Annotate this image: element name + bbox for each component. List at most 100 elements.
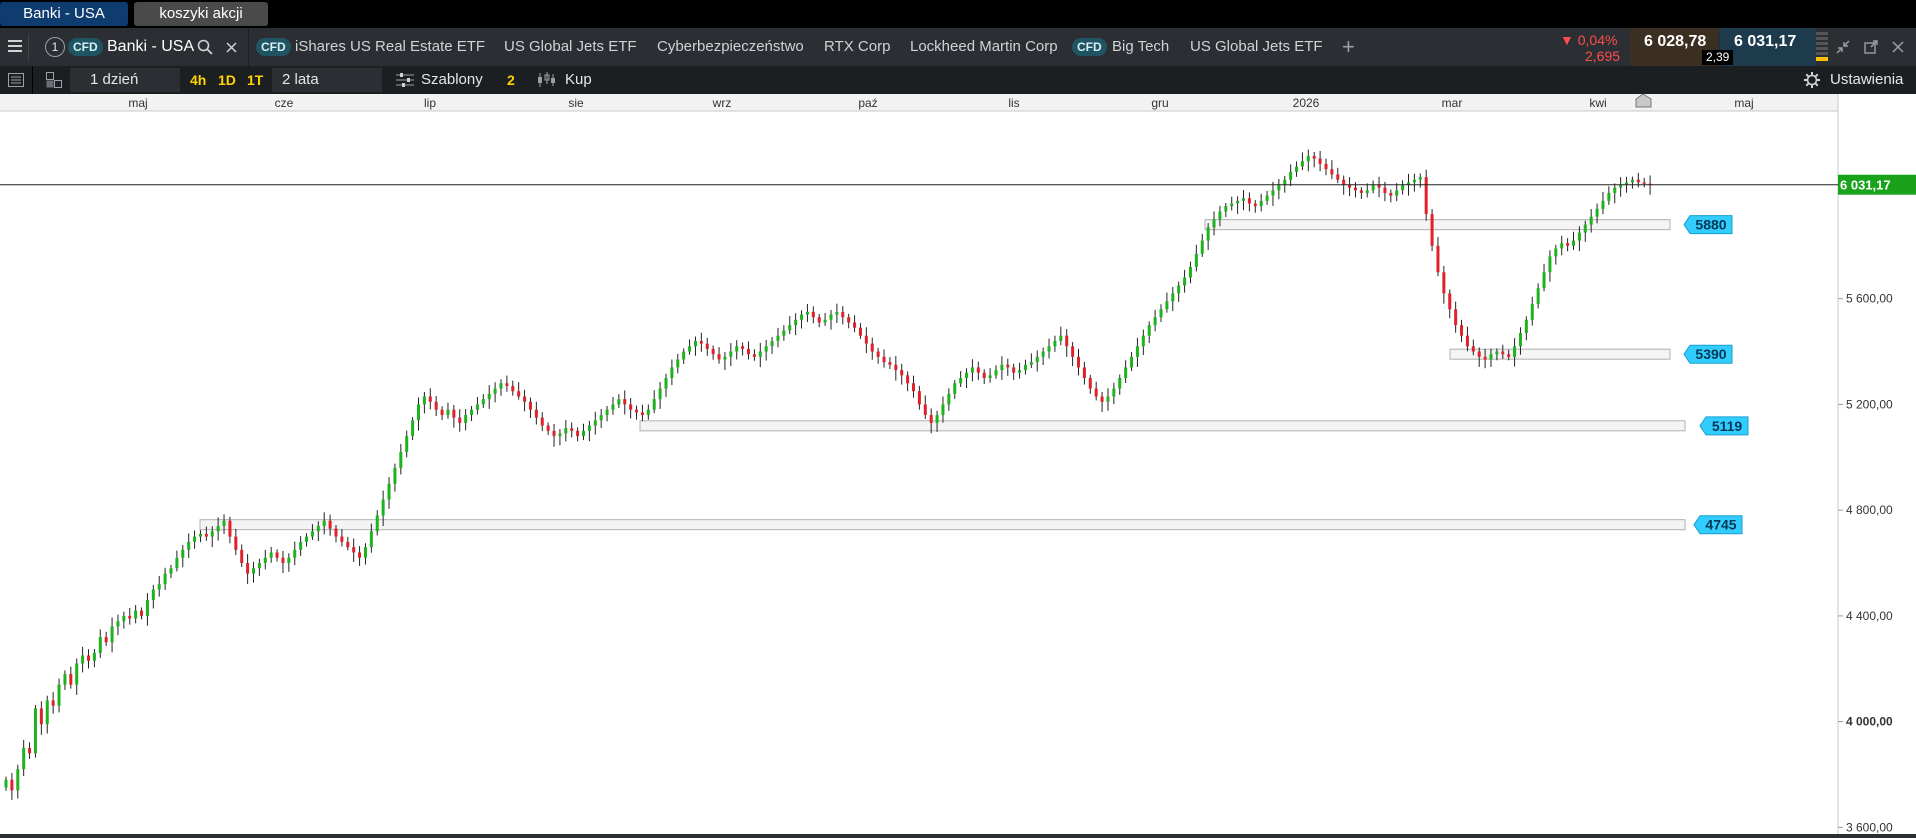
interval-4h-button[interactable]: 4h	[190, 72, 207, 88]
settings-button[interactable]: Ustawienia	[1830, 71, 1904, 88]
tab-lockheed-martin-corp[interactable]: Lockheed Martin Corp	[910, 38, 1058, 55]
tab-us-global-jets-etf-2[interactable]: US Global Jets ETF	[1190, 38, 1323, 55]
sell-price: 6 028,78	[1644, 33, 1707, 50]
candle-up	[735, 346, 739, 352]
candle-up	[1489, 354, 1493, 360]
candle-up	[1135, 346, 1139, 357]
candle-up	[1165, 301, 1169, 310]
candle-up	[446, 409, 450, 415]
level-tag	[1693, 515, 1743, 535]
candle-down	[841, 311, 845, 318]
candle-up	[1300, 161, 1304, 167]
candle-up	[947, 393, 951, 405]
candle-up	[1177, 285, 1181, 294]
shrink-icon[interactable]	[1836, 40, 1850, 54]
candle-down	[528, 401, 532, 410]
candle-up	[1560, 243, 1564, 249]
buy-price-box[interactable]: 6 031,17	[1720, 28, 1816, 66]
candle-up	[4, 779, 8, 788]
workspace-tab-koszyki-akcji[interactable]: koszyki akcji	[134, 2, 268, 26]
candle-down	[747, 348, 750, 355]
candle-up	[393, 467, 397, 484]
layout-grid-icon[interactable]	[46, 72, 62, 88]
tab-big-tech[interactable]: Big Tech	[1112, 38, 1170, 55]
templates-sliders-icon	[396, 73, 414, 87]
gear-icon[interactable]	[1804, 72, 1820, 88]
interval-1d-button[interactable]: 1D	[218, 72, 236, 88]
candle-down	[1065, 335, 1069, 347]
candle-up	[1183, 277, 1187, 286]
candle-up	[829, 314, 833, 320]
candle-up	[1200, 240, 1204, 254]
alert-icon[interactable]	[1635, 94, 1652, 108]
candle-down	[1082, 367, 1086, 378]
candle-up	[835, 311, 839, 315]
signal-bars-icon	[1816, 32, 1828, 61]
candle-down	[711, 348, 715, 355]
tab-us-global-jets-etf[interactable]: US Global Jets ETF	[504, 38, 637, 55]
candle-up	[475, 404, 479, 410]
interval-dropdown[interactable]: 1 dzień	[70, 68, 180, 92]
candle-up	[587, 425, 591, 431]
candle-down	[39, 708, 43, 725]
candle-down	[505, 383, 509, 386]
candle-down	[1424, 177, 1428, 215]
candle-down	[352, 547, 356, 553]
candle-down	[817, 317, 821, 323]
price-change-absolute: 2,695	[1585, 48, 1621, 64]
y-tick-label: 5 200,00	[1846, 397, 1893, 411]
candle-up	[564, 428, 568, 434]
candle-down	[552, 430, 556, 437]
candle-up	[1242, 198, 1245, 201]
divider	[28, 34, 29, 60]
candle-up	[1035, 356, 1039, 363]
popout-icon[interactable]	[1864, 40, 1878, 54]
level-label: 4745	[1705, 517, 1736, 533]
close-icon[interactable]	[226, 42, 237, 53]
candle-up	[363, 547, 367, 558]
price-chart[interactable]: maj cze lip sie wrz paź lis gru 2026 mar kwi maj 3 …	[0, 94, 1916, 838]
interval-1t-button[interactable]: 1T	[247, 72, 264, 88]
candle-up	[1412, 179, 1416, 183]
candle-down	[976, 367, 980, 373]
workspace-tab-banki-usa[interactable]: Banki - USA	[0, 2, 128, 26]
candle-down	[1353, 187, 1357, 191]
candle-down	[635, 409, 639, 413]
tab-ishares-us-real-estate-etf[interactable]: iShares US Real Estate ETF	[295, 38, 486, 55]
candle-up	[1365, 190, 1369, 193]
candle-up	[499, 383, 503, 389]
candle-down	[917, 391, 921, 405]
candle-up	[269, 552, 273, 558]
candle-up	[652, 399, 656, 410]
candle-down	[1336, 174, 1340, 180]
alert-bell-icon[interactable]	[1635, 94, 1652, 108]
buy-button[interactable]: Kup	[565, 71, 592, 88]
candle-up	[263, 557, 267, 564]
panel-list-icon[interactable]	[8, 73, 24, 87]
search-icon[interactable]	[197, 39, 213, 55]
hamburger-icon[interactable]	[8, 39, 22, 53]
candle-up	[646, 409, 650, 415]
candle-down	[623, 399, 627, 405]
add-tab-icon[interactable]: +	[1342, 34, 1355, 59]
candle-down	[912, 383, 915, 392]
candle-down	[104, 637, 108, 643]
candle-down	[275, 552, 279, 558]
bottom-scroll-bar[interactable]	[0, 834, 1916, 838]
indicator-count[interactable]: 2	[507, 72, 515, 88]
level-tag	[1683, 215, 1733, 235]
tab-banki-usa[interactable]: Banki - USA	[107, 38, 195, 55]
templates-button[interactable]: Szablony	[421, 71, 483, 88]
candle-down	[434, 401, 438, 410]
candle-up	[1513, 346, 1517, 357]
candle-up	[216, 526, 220, 532]
candle-up	[1230, 203, 1234, 207]
candle-up	[1047, 346, 1051, 352]
range-dropdown[interactable]: 2 lata	[272, 68, 382, 92]
tab-rtx-corp[interactable]: RTX Corp	[824, 38, 891, 55]
close-window-icon[interactable]	[1892, 41, 1904, 53]
candle-down	[1636, 179, 1640, 183]
tab-cyberbezpieczenstwo[interactable]: Cyberbezpieczeństwo	[657, 38, 804, 55]
candle-up	[493, 388, 497, 394]
candle-down	[1359, 190, 1363, 193]
